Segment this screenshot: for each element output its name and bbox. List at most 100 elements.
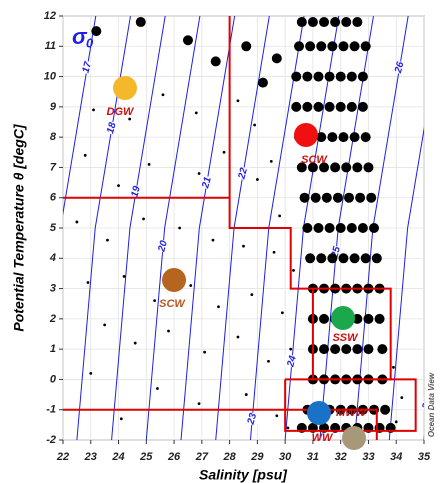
y-tick-label: 0 (50, 373, 57, 385)
point (313, 72, 323, 82)
y-tick-label: 8 (50, 131, 57, 143)
point (350, 132, 360, 142)
marker-scw-2 (162, 268, 186, 292)
point (361, 253, 371, 263)
point (148, 163, 151, 166)
point (156, 387, 159, 390)
point (189, 284, 192, 287)
x-axis-title: Salinity [psu] (199, 467, 288, 483)
point (302, 223, 312, 233)
point (167, 330, 170, 333)
x-tick-label: 34 (390, 451, 402, 463)
point (291, 72, 301, 82)
point (106, 239, 109, 242)
point (333, 193, 343, 203)
point (84, 154, 87, 157)
point (363, 314, 373, 324)
point (319, 344, 329, 354)
point (347, 72, 357, 82)
point (352, 344, 362, 354)
point (183, 35, 193, 45)
point (305, 41, 315, 51)
point (395, 420, 398, 423)
x-tick-label: 25 (139, 451, 153, 463)
point (134, 342, 137, 345)
x-tick-label: 22 (56, 451, 69, 463)
point (272, 53, 282, 63)
point (316, 253, 326, 263)
marker-ww (307, 401, 331, 425)
point (278, 214, 281, 217)
x-tick-label: 32 (335, 451, 347, 463)
point (281, 311, 284, 314)
point (341, 17, 351, 27)
point (338, 132, 348, 142)
water-mass-label: MWW (336, 407, 368, 419)
point (256, 178, 259, 181)
point (92, 108, 95, 111)
point (289, 348, 292, 351)
point (273, 251, 276, 254)
y-tick-label: 4 (49, 252, 56, 264)
point (372, 253, 382, 263)
point (250, 293, 253, 296)
point (350, 41, 360, 51)
marker-mww (342, 426, 366, 450)
point (361, 132, 371, 142)
point (375, 314, 385, 324)
point (330, 162, 340, 172)
point (325, 223, 335, 233)
y-tick-label: 9 (50, 101, 57, 113)
point (297, 17, 307, 27)
point (123, 275, 126, 278)
y-axis-title: Potential Temperature θ [degC] (11, 123, 27, 332)
point (352, 162, 362, 172)
water-mass-label: SCW (159, 298, 186, 310)
point (338, 253, 348, 263)
point (275, 414, 278, 417)
point (291, 102, 301, 112)
point (305, 253, 315, 263)
point (128, 118, 131, 121)
point (245, 393, 248, 396)
y-tick-label: 1 (50, 343, 56, 355)
point (330, 17, 340, 27)
point (300, 193, 310, 203)
point (327, 253, 337, 263)
point (363, 344, 373, 354)
y-tick-label: -1 (46, 404, 56, 416)
point (195, 112, 198, 115)
point (319, 17, 329, 27)
point (253, 124, 256, 127)
water-mass-label: DGW (107, 106, 136, 118)
point (350, 253, 360, 263)
point (347, 223, 357, 233)
watermark: Ocean Data View (427, 372, 436, 437)
point (313, 102, 323, 112)
point (316, 41, 326, 51)
point (336, 72, 346, 82)
point (241, 41, 251, 51)
point (308, 17, 318, 27)
x-tick-label: 29 (250, 451, 264, 463)
point (258, 78, 268, 88)
water-mass-label: WW (312, 432, 334, 444)
y-tick-label: 3 (50, 282, 56, 294)
point (223, 151, 226, 154)
marker-dgw (113, 76, 137, 100)
point (311, 193, 321, 203)
water-mass-label: SSW (332, 332, 359, 344)
y-tick-label: 2 (49, 313, 56, 325)
point (136, 17, 146, 27)
isopycnal-label: 27 (425, 75, 439, 90)
y-tick-label: 7 (50, 161, 57, 173)
point (322, 193, 332, 203)
point (327, 132, 337, 142)
point (363, 162, 373, 172)
point (302, 72, 312, 82)
x-tick-label: 33 (362, 451, 374, 463)
y-tick-label: 5 (50, 222, 57, 234)
point (325, 72, 335, 82)
point (178, 227, 181, 230)
point (325, 102, 335, 112)
